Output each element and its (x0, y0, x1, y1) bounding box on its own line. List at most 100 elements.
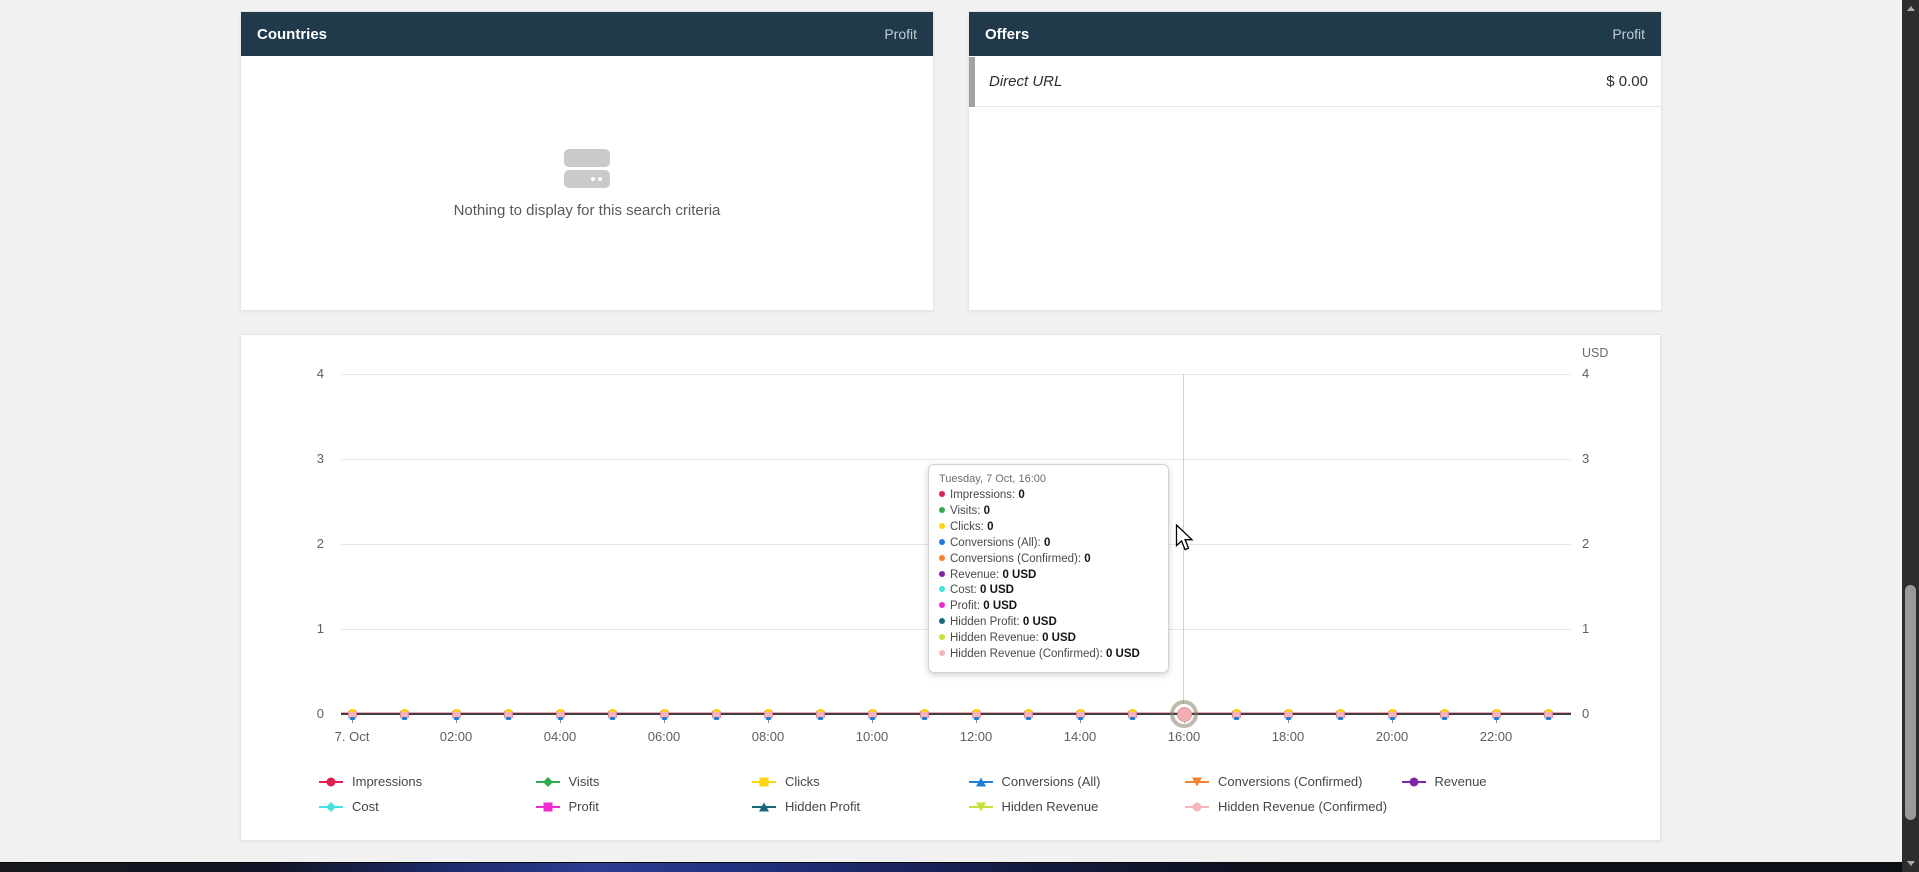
diamond-marker-icon (319, 801, 343, 812)
legend-item-hidden-revenue-confirmed[interactable]: Hidden Revenue (Confirmed) (1185, 796, 1402, 817)
y-axis-label-right: 1 (1582, 621, 1590, 636)
legend-label: Revenue (1434, 774, 1487, 789)
series-color-dot-icon (939, 491, 945, 497)
data-point[interactable] (1283, 708, 1293, 720)
database-icon-bottom (564, 170, 610, 188)
x-axis-tick (352, 717, 353, 723)
data-point[interactable] (451, 708, 461, 720)
data-point[interactable] (1075, 708, 1085, 720)
series-color-dot-icon (939, 554, 945, 561)
legend-label: Hidden Profit (785, 799, 861, 814)
legend-item-clicks[interactable]: Clicks (752, 771, 969, 792)
data-point[interactable] (555, 708, 565, 720)
legend-item-hidden-revenue[interactable]: Hidden Revenue (968, 796, 1186, 817)
data-point[interactable] (1127, 708, 1137, 720)
y-axis-label-left: 2 (316, 536, 324, 551)
series-color-dot-icon (939, 634, 945, 641)
triangle-down-marker-icon (1185, 777, 1209, 787)
x-axis-tick (976, 717, 977, 723)
x-axis-label: 08:00 (751, 729, 785, 744)
x-axis-line (341, 712, 1571, 715)
tooltip-row: Conversions (Confirmed): 0 (939, 552, 1158, 568)
y-gridline (341, 459, 1571, 460)
countries-panel: Countries Profit Nothing to display for … (240, 11, 934, 311)
legend-label: Cost (352, 799, 379, 814)
x-axis-label: 14:00 (1063, 729, 1097, 744)
legend-item-conversions-confirmed[interactable]: Conversions (Confirmed) (1185, 771, 1402, 792)
x-axis-tick (872, 717, 873, 723)
tooltip-row: Cost: 0 USD (939, 583, 1158, 599)
diamond-marker-icon (535, 776, 560, 787)
taskbar[interactable] (0, 862, 1919, 872)
offer-name[interactable]: Direct URL (989, 72, 1063, 90)
data-point[interactable] (1543, 708, 1553, 720)
offers-profit-column-label[interactable]: Profit (1612, 26, 1645, 42)
database-icon (564, 149, 610, 188)
legend-item-hidden-profit[interactable]: Hidden Profit (752, 796, 969, 817)
triangle-down-marker-icon (968, 802, 993, 812)
series-color-dot-icon (939, 538, 945, 545)
scrollbar-thumb[interactable] (1905, 585, 1916, 820)
y-axis-label-right: 2 (1582, 536, 1590, 551)
circle-marker-icon (1185, 802, 1209, 812)
x-axis-label: 04:00 (543, 729, 577, 744)
legend-label: Profit (568, 799, 599, 814)
x-axis-tick (1496, 717, 1497, 723)
series-color-dot-icon (939, 618, 945, 625)
vertical-scrollbar[interactable] (1902, 0, 1919, 872)
countries-profit-column-label[interactable]: Profit (884, 26, 917, 42)
legend-label: Hidden Revenue (1001, 799, 1099, 814)
y-axis-label-left: 0 (316, 706, 324, 721)
data-point[interactable] (763, 708, 773, 720)
y-gridline (341, 374, 1571, 375)
data-point[interactable] (1439, 708, 1449, 720)
legend-label: Clicks (785, 774, 820, 789)
data-point[interactable] (1023, 708, 1033, 720)
series-color-dot-icon (939, 586, 945, 593)
tooltip-row: Visits: 0 (939, 504, 1158, 520)
data-point[interactable] (1231, 708, 1241, 720)
legend-item-cost[interactable]: Cost (319, 796, 536, 817)
x-axis-label: 18:00 (1271, 729, 1305, 744)
tooltip-title: Tuesday, 7 Oct, 16:00 (939, 473, 1047, 485)
x-axis-tick (768, 717, 769, 723)
scrollbar-up-arrow-icon[interactable] (1902, 0, 1919, 17)
offers-left-scrollbar-thumb[interactable] (969, 57, 975, 107)
legend-item-conversions-all[interactable]: Conversions (All) (968, 771, 1186, 792)
series-color-dot-icon (939, 650, 945, 657)
legend-label: Visits (568, 774, 600, 789)
y-axis-label-right: 4 (1582, 366, 1590, 381)
data-point[interactable] (347, 708, 357, 720)
legend-label: Conversions (Confirmed) (1218, 774, 1363, 789)
data-point[interactable] (1335, 708, 1345, 720)
countries-panel-title: Countries (257, 25, 328, 43)
data-point[interactable] (867, 708, 877, 720)
tooltip-row: Profit: 0 USD (939, 599, 1158, 615)
offers-panel: Offers Profit Direct URL $ 0.00 (968, 11, 1662, 311)
scrollbar-down-arrow-icon[interactable] (1902, 855, 1919, 872)
data-point[interactable] (607, 708, 617, 720)
tooltip-row: Clicks: 0 (939, 520, 1158, 536)
x-axis-tick (1288, 717, 1289, 723)
x-axis-tick (1392, 717, 1393, 723)
legend-item-revenue[interactable]: Revenue (1401, 771, 1619, 792)
offer-profit-value: $ 0.00 (1606, 72, 1648, 90)
data-point[interactable] (399, 708, 409, 720)
data-point[interactable] (971, 708, 981, 720)
tooltip-row: Conversions (All): 0 (939, 536, 1158, 552)
data-point[interactable] (1491, 708, 1501, 720)
offer-row-direct-url[interactable]: Direct URL $ 0.00 (969, 56, 1661, 107)
x-axis-label: 12:00 (959, 729, 993, 744)
legend-item-visits[interactable]: Visits (535, 771, 753, 792)
data-point[interactable] (815, 708, 825, 720)
data-point[interactable] (659, 708, 669, 720)
legend-item-impressions[interactable]: Impressions (319, 771, 536, 792)
hovered-data-point[interactable] (1170, 700, 1198, 728)
offers-table: Direct URL $ 0.00 (969, 56, 1661, 312)
legend-item-profit[interactable]: Profit (535, 796, 753, 817)
data-point[interactable] (1387, 708, 1397, 720)
data-point[interactable] (919, 708, 929, 720)
data-point[interactable] (711, 708, 721, 720)
data-point[interactable] (503, 708, 513, 720)
x-axis-tick (560, 717, 561, 723)
